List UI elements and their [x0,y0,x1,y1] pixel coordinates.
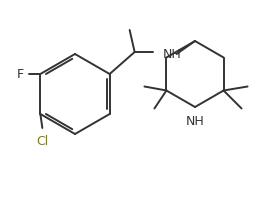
Text: NH: NH [186,115,204,127]
Text: F: F [17,68,24,81]
Text: Cl: Cl [36,134,49,147]
Text: NH: NH [163,48,181,61]
